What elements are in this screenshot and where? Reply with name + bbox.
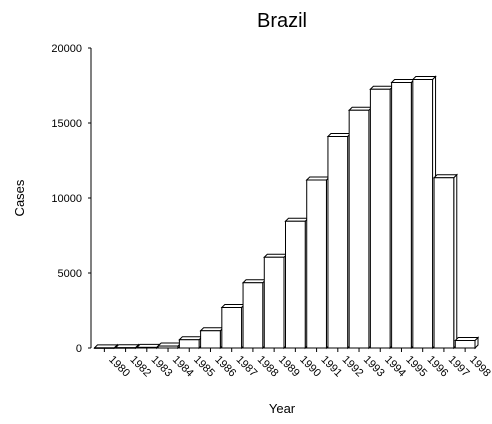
x-tick-label: 1984	[170, 354, 196, 380]
x-tick-label: 1992	[340, 354, 366, 380]
x-tick-label: 1996	[425, 354, 451, 380]
y-tick-label: 20000	[51, 43, 82, 55]
chart-title: Brazil	[257, 10, 307, 32]
x-tick-label: 1985	[191, 354, 217, 380]
bar	[241, 278, 267, 350]
x-tick-label: 1986	[212, 354, 238, 380]
bar-front	[242, 282, 264, 349]
bar	[347, 106, 374, 350]
bar-front	[433, 177, 455, 349]
x-tick-label: 1983	[149, 354, 175, 380]
bar-front	[391, 82, 412, 349]
bar	[156, 341, 183, 350]
bar-front	[263, 256, 285, 349]
bar	[454, 336, 480, 350]
y-axis-label: Cases	[12, 179, 27, 216]
bar-front	[221, 307, 243, 349]
x-tick-label: 1989	[276, 354, 302, 380]
bar	[369, 85, 395, 350]
bar-front	[327, 136, 349, 349]
y-tick-label: 5000	[58, 268, 82, 280]
x-tick-label: 1980	[106, 354, 132, 380]
x-tick-label: 1988	[255, 354, 281, 380]
x-tick-label: 1998	[467, 354, 492, 380]
bar-front	[348, 109, 370, 349]
bar	[135, 343, 161, 350]
x-tick-label: 1993	[361, 354, 387, 380]
bar	[178, 335, 204, 350]
bar-front	[157, 345, 179, 349]
x-tick-label: 1994	[382, 354, 408, 380]
bar	[220, 303, 246, 350]
x-tick-label: 1991	[318, 354, 344, 380]
bar	[305, 175, 331, 350]
bar-front	[200, 330, 221, 349]
bar	[411, 75, 437, 350]
bar	[390, 78, 416, 350]
bar	[93, 343, 119, 350]
bar-front	[115, 347, 136, 349]
y-axis: 0 5000 10000 15000 20000	[51, 43, 92, 355]
bar-front	[94, 347, 115, 349]
bar-front	[306, 179, 327, 349]
bar-front	[136, 346, 158, 349]
y-tick-label: 10000	[51, 193, 82, 205]
bar-front	[454, 340, 476, 349]
bar-front	[285, 220, 306, 349]
x-tick-label: 1997	[446, 354, 472, 380]
x-axis-label: Year	[269, 401, 296, 416]
bar-series	[93, 75, 480, 350]
bar-front	[178, 339, 200, 349]
bar-front	[369, 88, 391, 349]
bar	[114, 343, 140, 350]
x-tick-label: 1982	[127, 354, 153, 380]
bar	[284, 217, 310, 350]
bar	[432, 173, 458, 350]
bar	[263, 253, 289, 350]
x-tick-label: 1995	[403, 354, 429, 380]
x-tick-label: 1990	[297, 354, 323, 380]
x-axis: 1980198219831984198519861987198819891990…	[94, 347, 492, 380]
bar	[199, 326, 225, 350]
bar	[326, 132, 352, 350]
x-tick-label: 1987	[234, 354, 260, 380]
bar-front	[412, 79, 434, 349]
y-tick-label: 0	[76, 343, 82, 355]
y-tick-label: 15000	[51, 118, 82, 130]
